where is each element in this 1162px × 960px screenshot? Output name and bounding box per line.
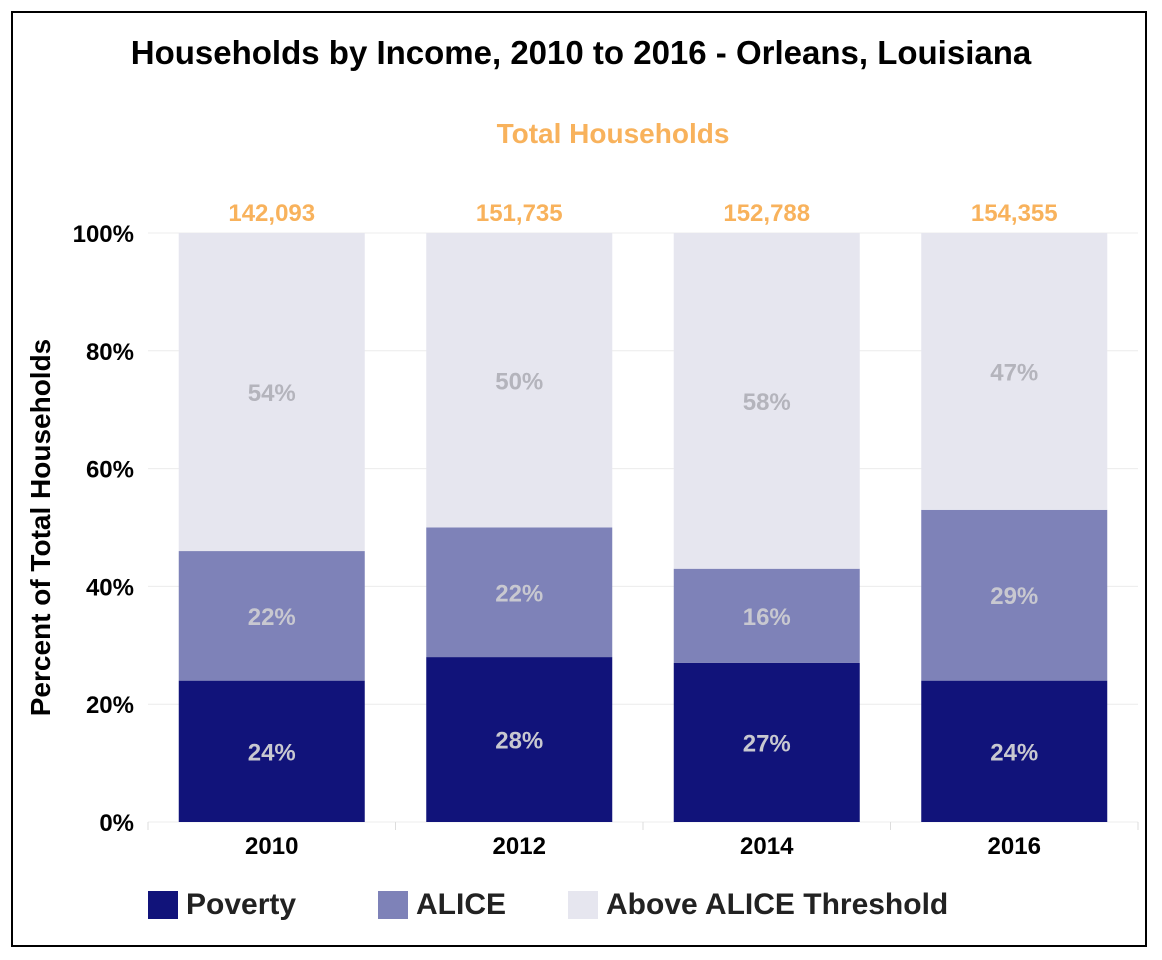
data-label: 28% bbox=[495, 728, 543, 755]
legend-label-alice: ALICE bbox=[416, 888, 506, 921]
chart-legend: Poverty ALICE Above ALICE Threshold bbox=[0, 888, 1162, 938]
bar-segment-above bbox=[426, 233, 613, 528]
total-households-label: 142,093 bbox=[228, 200, 315, 227]
x-tick-label: 2010 bbox=[245, 833, 298, 860]
data-label: 24% bbox=[248, 739, 296, 766]
legend-item-alice: ALICE bbox=[378, 888, 506, 922]
data-label: 29% bbox=[990, 583, 1038, 610]
data-label: 58% bbox=[743, 389, 791, 416]
legend-item-above: Above ALICE Threshold bbox=[568, 888, 948, 922]
total-households-label: 152,788 bbox=[723, 200, 810, 227]
legend-label-poverty: Poverty bbox=[186, 888, 297, 921]
legend-swatch-above bbox=[568, 891, 598, 919]
data-label: 16% bbox=[743, 604, 791, 631]
x-tick-label: 2014 bbox=[740, 833, 794, 860]
total-households-label: 154,355 bbox=[971, 200, 1058, 227]
data-label: 22% bbox=[248, 604, 296, 631]
bar-segment-alice bbox=[426, 527, 613, 658]
bar-segment-above bbox=[673, 233, 860, 569]
data-label: 47% bbox=[990, 359, 1038, 386]
bar-segment-poverty bbox=[426, 657, 613, 822]
y-tick-label: 40% bbox=[86, 574, 134, 601]
bar-segment-alice bbox=[673, 568, 860, 663]
data-label: 54% bbox=[248, 380, 296, 407]
chart-title: Households by Income, 2010 to 2016 - Orl… bbox=[130, 34, 1032, 71]
bar-segment-alice bbox=[178, 551, 365, 681]
bar-segment-poverty bbox=[673, 662, 860, 822]
y-tick-label: 20% bbox=[86, 692, 134, 719]
x-tick-label: 2016 bbox=[988, 833, 1041, 860]
total-households-label: 151,735 bbox=[476, 200, 563, 227]
legend-label-above: Above ALICE Threshold bbox=[606, 888, 949, 921]
y-tick-label: 80% bbox=[86, 339, 134, 366]
y-tick-label: 0% bbox=[99, 810, 134, 837]
legend-swatch-alice bbox=[378, 891, 408, 919]
chart-subtitle: Total Households bbox=[496, 118, 730, 149]
data-label: 50% bbox=[495, 368, 543, 395]
x-tick-label: 2012 bbox=[493, 833, 546, 860]
bar-segment-alice bbox=[921, 509, 1108, 681]
legend-swatch-poverty bbox=[148, 891, 178, 919]
data-label: 22% bbox=[495, 580, 543, 607]
data-label: 24% bbox=[990, 739, 1038, 766]
legend-item-poverty: Poverty bbox=[148, 888, 296, 922]
y-tick-label: 100% bbox=[73, 221, 134, 248]
bar-segment-above bbox=[178, 233, 365, 552]
y-axis-label: Percent of Total Households bbox=[25, 339, 56, 717]
bar-segment-above bbox=[921, 233, 1108, 510]
data-label: 27% bbox=[743, 730, 791, 757]
bar-segment-poverty bbox=[921, 680, 1108, 822]
bar-segment-poverty bbox=[178, 680, 365, 822]
y-tick-label: 60% bbox=[86, 457, 134, 484]
